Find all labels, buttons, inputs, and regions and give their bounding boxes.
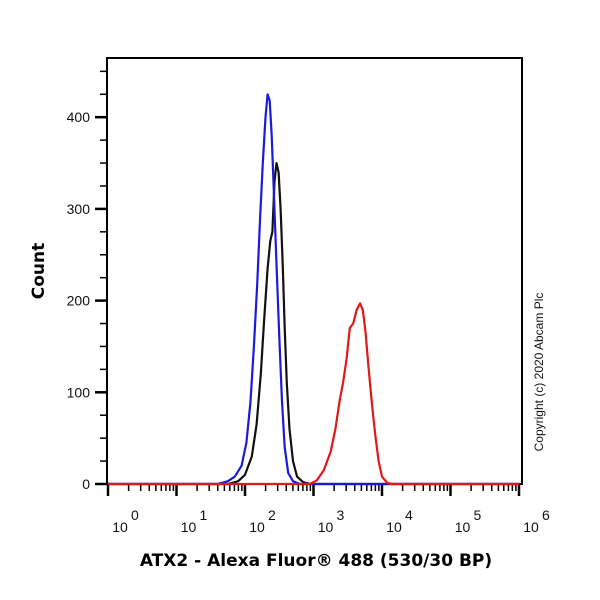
x-tick-exponent: 5 bbox=[474, 507, 482, 523]
y-tick-label: 100 bbox=[67, 384, 91, 400]
y-tick-label: 300 bbox=[67, 201, 91, 217]
series-line bbox=[108, 302, 519, 486]
plot-frame bbox=[106, 57, 523, 485]
x-tick-exponent: 1 bbox=[200, 507, 208, 523]
x-tick-exponent: 4 bbox=[405, 507, 413, 523]
x-tick-label: 10 bbox=[249, 519, 265, 535]
x-tick-exponent: 0 bbox=[131, 507, 139, 523]
series-line bbox=[108, 162, 519, 486]
x-tick-exponent: 2 bbox=[268, 507, 276, 523]
y-axis: 0 100 200 300 400 bbox=[67, 70, 107, 492]
x-tick-label: 10 bbox=[386, 519, 402, 535]
x-tick-exponent: 6 bbox=[542, 507, 550, 523]
x-tick-label: 10 bbox=[523, 519, 539, 535]
x-tick-exponent: 3 bbox=[337, 507, 345, 523]
y-tick-label: 200 bbox=[67, 293, 91, 309]
y-axis-title: Count bbox=[29, 243, 49, 300]
series-line bbox=[108, 93, 519, 486]
x-tick-label: 10 bbox=[318, 519, 334, 535]
x-tick-label: 10 bbox=[181, 519, 197, 535]
y-tick-label: 400 bbox=[67, 109, 91, 125]
histogram-series bbox=[108, 93, 519, 486]
x-tick-label: 10 bbox=[112, 519, 128, 535]
x-axis-title: ATX2 - Alexa Fluor® 488 (530/30 BP) bbox=[140, 551, 492, 571]
y-tick-label: 0 bbox=[82, 476, 90, 492]
x-tick-label: 10 bbox=[455, 519, 471, 535]
copyright-notice: Copyright (c) 2020 Abcam Plc bbox=[532, 293, 546, 452]
